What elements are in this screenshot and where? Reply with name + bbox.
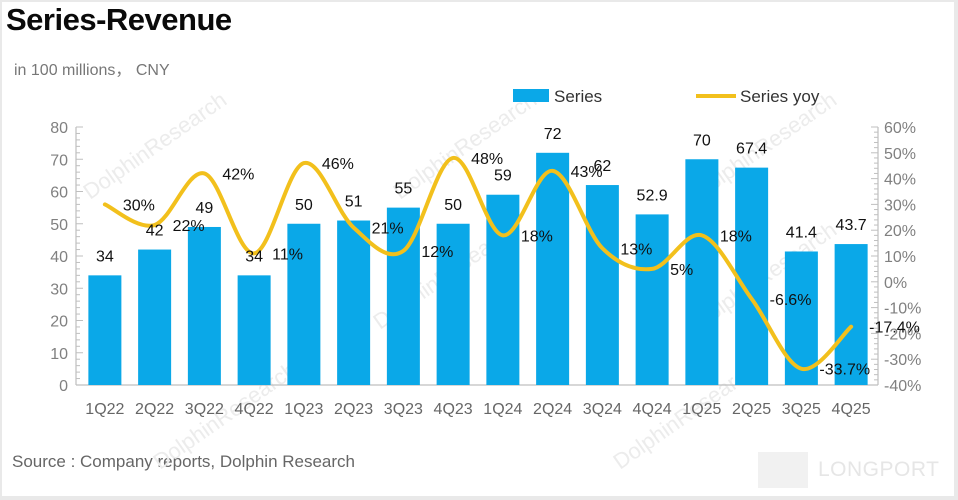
- left-axis-tick-label: 0: [59, 378, 68, 395]
- left-axis-tick-label: 40: [50, 249, 68, 266]
- bar-value-label: 49: [195, 200, 213, 217]
- bar-value-label: 59: [494, 168, 512, 185]
- x-axis-tick-label: 4Q23: [434, 401, 473, 418]
- yoy-line: [102, 155, 854, 371]
- x-axis-tick-label: 3Q24: [583, 401, 622, 418]
- right-axis-tick-label: 10%: [884, 249, 916, 266]
- watermark-text: DolphinResearch: [79, 87, 232, 204]
- right-axis-tick-label: -40%: [884, 378, 921, 395]
- yoy-value-label: 5%: [670, 262, 693, 279]
- bar-4Q22: [237, 275, 271, 385]
- bar-4Q24: [635, 214, 669, 385]
- x-axis-tick-label: 1Q22: [85, 401, 124, 418]
- x-axis-tick-label: 2Q22: [135, 401, 174, 418]
- bar-1Q25: [685, 159, 719, 385]
- legend-label-series: Series: [554, 87, 602, 106]
- bar-2Q25: [735, 167, 769, 385]
- yoy-value-label: -6.6%: [770, 292, 812, 309]
- chart-subtitle: in 100 millions， CNY: [14, 62, 170, 79]
- yoy-value-label: -17.4%: [869, 320, 920, 337]
- yoy-value-label: 11%: [272, 246, 303, 263]
- x-axis-tick-label: 2Q25: [732, 401, 771, 418]
- bar-value-label: 62: [593, 158, 611, 175]
- legend-label-series-yoy: Series yoy: [740, 87, 820, 106]
- x-axis-tick-label: 1Q24: [483, 401, 522, 418]
- bar-4Q23: [436, 223, 470, 385]
- bar-value-label: 51: [345, 194, 363, 211]
- bar-value-label: 50: [295, 197, 313, 214]
- bar-value-label: 34: [96, 248, 114, 265]
- yoy-value-label: 18%: [521, 228, 553, 245]
- left-axis-tick-label: 20: [50, 314, 68, 331]
- legend-bar-swatch: [513, 89, 549, 102]
- x-axis-tick-label: 4Q25: [832, 401, 871, 418]
- right-axis-tick-label: 60%: [884, 120, 916, 137]
- yoy-value-label: 12%: [421, 244, 453, 261]
- bar-value-label: 34: [245, 248, 263, 265]
- right-axis-tick-label: -30%: [884, 352, 921, 369]
- yoy-value-label: 43%: [571, 164, 603, 181]
- bar-1Q22: [88, 275, 122, 385]
- yoy-value-label: 13%: [620, 241, 652, 258]
- yoy-value-label: 46%: [322, 156, 354, 173]
- bar-value-label: 41.4: [786, 224, 817, 241]
- right-axis-tick-label: -10%: [884, 301, 921, 318]
- longport-logo-icon: [758, 452, 808, 488]
- bar-2Q24: [536, 152, 570, 385]
- legend: Series Series yoy: [513, 87, 820, 106]
- source-note: Source : Company reports, Dolphin Resear…: [12, 452, 355, 471]
- right-axis-tick-label: 20%: [884, 223, 916, 240]
- x-axis-tick-label: 4Q24: [633, 401, 672, 418]
- yoy-value-label: 18%: [720, 228, 752, 245]
- left-axis-tick-label: 30: [50, 281, 68, 298]
- yoy-value-label: 48%: [471, 151, 503, 168]
- bar-1Q23: [287, 223, 321, 385]
- left-axis-tick-label: 60: [50, 185, 68, 202]
- bar-value-label: 72: [544, 126, 562, 143]
- yoy-value-label: -33.7%: [819, 362, 870, 379]
- yoy-value-label: 21%: [372, 221, 404, 238]
- bar-3Q22: [187, 226, 221, 385]
- left-axis-tick-label: 70: [50, 152, 68, 169]
- yoy-value-label: 42%: [222, 166, 254, 183]
- right-axis-tick-label: 50%: [884, 146, 916, 163]
- left-axis-tick-label: 10: [50, 346, 68, 363]
- x-axis-tick-label: 1Q23: [284, 401, 323, 418]
- right-axis-tick-label: 40%: [884, 172, 916, 189]
- left-axis-tick-label: 80: [50, 120, 68, 137]
- x-axis-tick-label: 3Q25: [782, 401, 821, 418]
- left-axis-tick-label: 50: [50, 217, 68, 234]
- x-axis-tick-label: 1Q25: [682, 401, 721, 418]
- bar-4Q25: [834, 244, 868, 385]
- x-axis-tick-label: 3Q23: [384, 401, 423, 418]
- chart-title: Series-Revenue: [6, 2, 232, 37]
- bar-value-label: 67.4: [736, 141, 767, 158]
- x-axis-tick-label: 2Q24: [533, 401, 572, 418]
- right-axis-tick-label: 0%: [884, 275, 907, 292]
- x-axis-tick-label: 4Q22: [235, 401, 274, 418]
- bar-value-label: 55: [394, 181, 412, 198]
- bar-value-label: 43.7: [836, 217, 867, 234]
- x-axis-tick-label: 3Q22: [185, 401, 224, 418]
- x-axis-tick-label: 2Q23: [334, 401, 373, 418]
- bar-value-label: 50: [444, 197, 462, 214]
- bar-value-label: 42: [146, 223, 164, 240]
- bar-series: [88, 152, 868, 385]
- bar-2Q23: [337, 220, 371, 385]
- yoy-value-label: 30%: [123, 197, 155, 214]
- yoy-line-series: [102, 155, 854, 371]
- bar-3Q24: [585, 185, 619, 385]
- bar-2Q22: [138, 249, 172, 385]
- right-axis-tick-label: 30%: [884, 197, 916, 214]
- yoy-value-label: 22%: [173, 218, 205, 235]
- data-labels: 34 42 49 34 50 51 55 50 59 72 62 52.9 70 67.4 41.4 43.7…: [96, 126, 920, 379]
- bar-value-label: 52.9: [637, 187, 668, 204]
- bar-value-label: 70: [693, 132, 711, 149]
- longport-logo-text: LONGPORT: [818, 458, 940, 481]
- right-axis-tick-label: -20%: [884, 326, 921, 343]
